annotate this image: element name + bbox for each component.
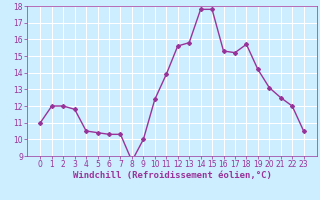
X-axis label: Windchill (Refroidissement éolien,°C): Windchill (Refroidissement éolien,°C): [73, 171, 271, 180]
